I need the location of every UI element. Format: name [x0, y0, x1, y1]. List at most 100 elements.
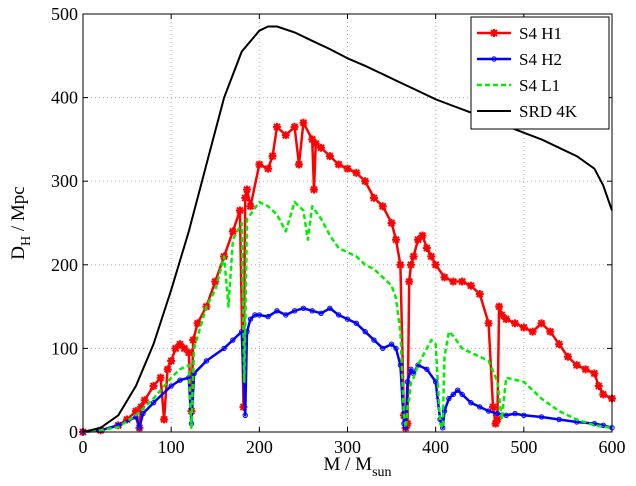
legend-items: S4 H1 S4 H2 S4 L1 SRD 4K [477, 24, 578, 121]
data-point [424, 366, 430, 372]
data-point [362, 328, 368, 335]
data-point [272, 122, 281, 131]
data-point [242, 185, 251, 194]
x-tick-label: 500 [510, 437, 537, 457]
data-point [449, 277, 458, 286]
data-point [555, 340, 564, 349]
data-point [274, 308, 280, 314]
data-point [418, 231, 427, 240]
data-point [203, 358, 210, 364]
data-point [519, 323, 528, 332]
data-point [512, 410, 518, 417]
y-tick-label: 400 [51, 88, 78, 108]
data-point [281, 131, 290, 140]
data-point [300, 305, 307, 311]
series-line [82, 25, 613, 433]
data-point [177, 377, 183, 383]
x-tick-label: 300 [334, 437, 361, 457]
data-point [409, 252, 418, 261]
data-point [149, 382, 158, 391]
data-point [590, 369, 599, 378]
data-point [563, 352, 572, 361]
data-point [405, 277, 414, 286]
y-tick-label: 100 [51, 338, 78, 358]
x-tick-label: 600 [599, 437, 626, 457]
data-point [378, 202, 387, 211]
data-point [318, 310, 324, 316]
data-point [136, 425, 143, 431]
data-point [406, 260, 415, 269]
data-point [221, 345, 227, 352]
x-axis-label: M / Msun [323, 454, 391, 480]
data-point [422, 244, 431, 253]
data-point [556, 416, 562, 423]
data-point [572, 361, 581, 370]
tick-marks [82, 13, 613, 433]
data-point [163, 365, 172, 374]
data-point [408, 366, 414, 372]
data-point [459, 391, 465, 398]
data-point [255, 160, 264, 169]
x-tick-label: 0 [79, 437, 88, 457]
data-point [387, 219, 396, 227]
data-point [230, 337, 236, 343]
data-point [455, 387, 461, 393]
data-point [352, 168, 361, 177]
data-point [393, 345, 399, 352]
data-point [309, 185, 318, 194]
data-point [299, 118, 308, 127]
data-point [309, 308, 315, 314]
y-tick-label: 200 [51, 255, 78, 275]
series-s4-l1 [82, 200, 613, 434]
legend-label: S4 H1 [519, 24, 562, 43]
data-point [497, 310, 506, 319]
data-point [475, 290, 484, 299]
data-point [327, 305, 333, 311]
data-point [335, 312, 342, 318]
legend-item: S4 H2 [477, 50, 562, 69]
data-point [317, 143, 326, 152]
legend-marker [491, 56, 497, 62]
series-srd-4k [82, 25, 613, 433]
data-point [156, 373, 165, 382]
data-point [538, 414, 545, 420]
data-point [150, 400, 157, 406]
data-point [361, 177, 370, 186]
data-point [502, 315, 511, 324]
data-point [140, 396, 149, 405]
data-point [511, 319, 520, 328]
legend-label: S4 H2 [519, 50, 562, 69]
legend-label: SRD 4K [519, 102, 578, 121]
legend-item: S4 L1 [477, 76, 560, 95]
data-point [371, 337, 377, 343]
data-point [344, 316, 351, 322]
data-point [521, 412, 527, 418]
data-point [241, 193, 250, 202]
data-point [283, 312, 289, 318]
data-point [432, 379, 439, 385]
series-layer [79, 25, 616, 436]
y-tick-label: 500 [51, 4, 78, 24]
data-point [494, 410, 501, 417]
data-point [160, 415, 169, 424]
data-point [594, 382, 603, 391]
data-point [264, 164, 273, 173]
data-point [343, 164, 352, 173]
y-axis-label-subscript: H [19, 236, 34, 246]
data-point [485, 408, 492, 414]
data-point [246, 202, 255, 211]
data-point [388, 341, 395, 347]
data-point [599, 390, 608, 399]
y-tick-label: 300 [51, 171, 78, 191]
legend-item: SRD 4K [477, 102, 578, 121]
data-point [431, 260, 440, 269]
x-tick-label: 200 [246, 437, 273, 457]
data-point [247, 316, 254, 322]
data-point [396, 260, 405, 269]
y-axis-label-unit: / Mpc [8, 186, 29, 236]
data-point [391, 235, 400, 244]
data-point [441, 408, 448, 414]
data-point [140, 410, 146, 417]
data-point [325, 152, 334, 161]
